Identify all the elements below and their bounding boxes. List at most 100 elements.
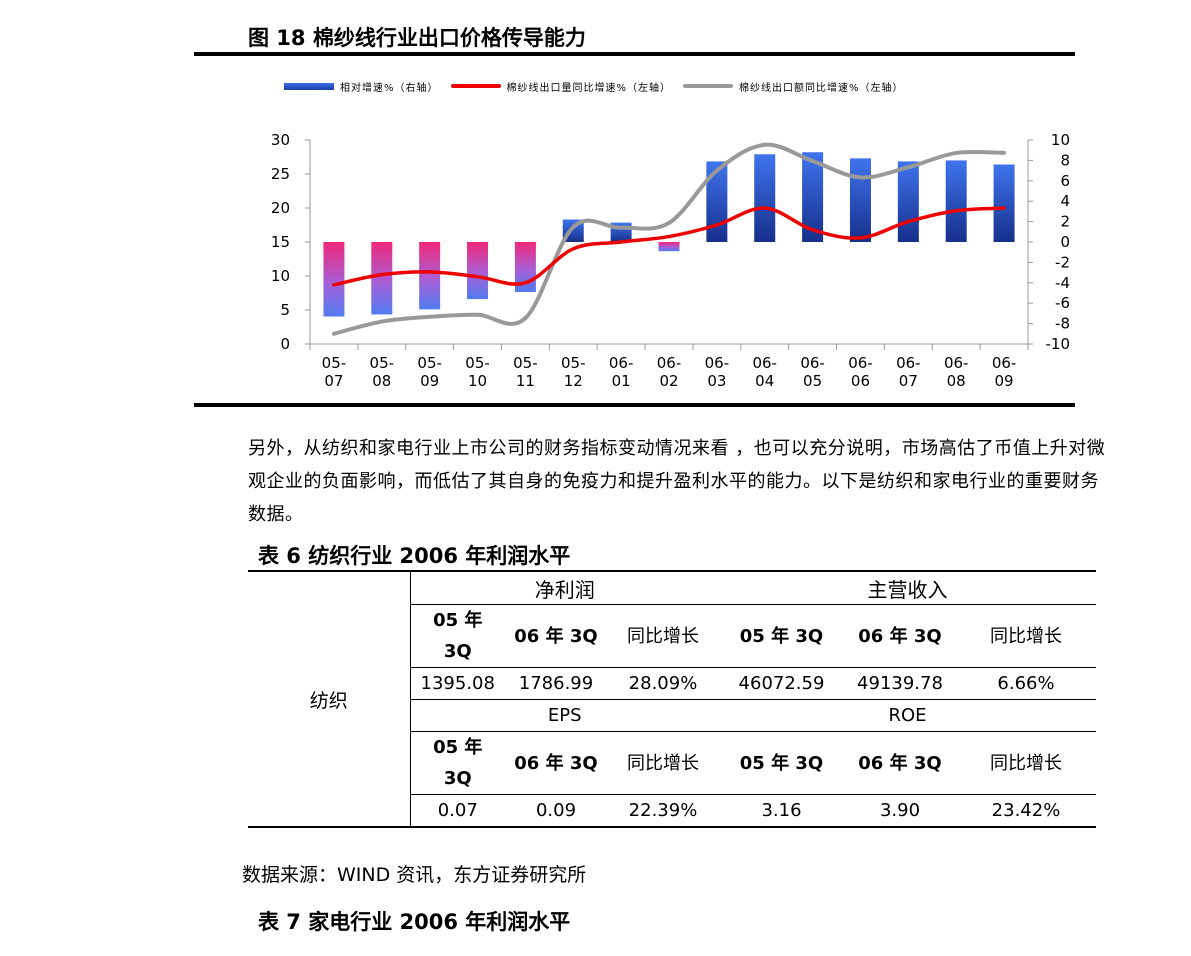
x-tick-label-top: 06- — [992, 354, 1017, 372]
x-tick-label-bottom: 03 — [707, 372, 726, 390]
table6-subheader-cell: 05 年 3Q — [719, 731, 844, 795]
figure-title: 图 18 棉纱线行业出口价格传导能力 — [248, 26, 586, 50]
table6-value-cell: 46072.59 — [719, 667, 844, 700]
x-tick-label-bottom: 07 — [324, 372, 343, 390]
table6-value-cell: 1786.99 — [505, 667, 607, 700]
table6-subheader-cell: 05 年 3Q — [409, 604, 505, 668]
table6-group-header-net-profit: 净利润 — [409, 570, 719, 605]
bar — [754, 154, 776, 242]
right-tick-label: -2 — [1055, 253, 1070, 271]
chart-legend: 相对增速%（右轴） 棉纱线出口量同比增速%（左轴） 棉纱线出口额同比增速%（左轴… — [284, 78, 916, 94]
bar — [945, 160, 967, 242]
right-tick-label: -8 — [1055, 315, 1070, 333]
table6-subheader-cell: 同比增长 — [956, 731, 1096, 795]
chart-axes — [305, 139, 1033, 350]
left-tick-label: 20 — [271, 199, 290, 217]
body-paragraph: 另外，从纺织和家电行业上市公司的财务指标变动情况来看 ，也可以充分说明，市场高估… — [248, 438, 1106, 525]
right-tick-label: 8 — [1060, 151, 1070, 169]
x-tick-label-bottom: 02 — [659, 372, 678, 390]
left-tick-label: 30 — [271, 131, 290, 149]
left-tick-label: 15 — [271, 233, 290, 251]
figure-top-rule — [194, 52, 1075, 56]
legend-swatch-gray-line — [683, 84, 734, 88]
table6-subheader-cell: 06 年 3Q — [505, 604, 607, 668]
legend-item-red-line: 棉纱线出口量同比增速%（左轴） — [450, 79, 672, 94]
chart-lines — [331, 142, 1007, 336]
x-tick-label-top: 06- — [896, 354, 921, 372]
right-tick-label: 10 — [1051, 131, 1070, 149]
bar — [419, 242, 441, 310]
legend-label-gray-line: 棉纱线出口额同比增速%（左轴） — [739, 82, 904, 94]
x-tick-label-top: 05- — [561, 354, 586, 372]
left-tick-label: 0 — [280, 335, 290, 353]
x-tick-label-bottom: 06 — [851, 372, 870, 390]
x-tick-label-top: 06- — [705, 354, 730, 372]
table6-value-cell: 22.39% — [607, 794, 719, 828]
bar — [371, 242, 393, 315]
left-tick-label: 25 — [271, 165, 290, 183]
x-tick-label-bottom: 08 — [947, 372, 966, 390]
table6-subheader-cell: 05 年 3Q — [409, 731, 505, 795]
left-tick-label: 5 — [280, 301, 290, 319]
table6-group-header-revenue: 主营收入 — [719, 570, 1096, 605]
table6-value-cell: 3.16 — [719, 794, 844, 828]
legend-swatch-bar — [284, 82, 334, 90]
right-tick-label: 2 — [1060, 213, 1070, 231]
table6-value-cell: 6.66% — [956, 667, 1096, 700]
x-tick-label-bottom: 10 — [468, 372, 487, 390]
table6-subheader-cell: 同比增长 — [956, 604, 1096, 668]
data-source-note: 数据来源：WIND 资讯，东方证券研究所 — [242, 864, 587, 886]
right-tick-label: 0 — [1060, 233, 1070, 251]
table6-subheader-cell: 同比增长 — [607, 731, 719, 795]
x-tick-label-top: 05- — [465, 354, 490, 372]
table6-value-cell: 49139.78 — [844, 667, 956, 700]
x-tick-label-top: 06- — [848, 354, 873, 372]
x-tick-label-top: 05- — [513, 354, 538, 372]
bar — [993, 164, 1015, 242]
bar — [467, 242, 489, 300]
x-tick-label-top: 06- — [609, 354, 634, 372]
chart-tick-labels: 051015202530-10-8-6-4-2024681005-0705-08… — [271, 131, 1070, 390]
x-tick-label-top: 05- — [370, 354, 395, 372]
x-tick-label-top: 06- — [657, 354, 682, 372]
x-tick-label-bottom: 05 — [803, 372, 822, 390]
x-tick-label-top: 06- — [800, 354, 825, 372]
bar — [323, 242, 345, 317]
x-tick-label-bottom: 01 — [612, 372, 631, 390]
x-tick-label-bottom: 04 — [755, 372, 774, 390]
table6-value-cell: 1395.08 — [409, 667, 505, 700]
right-tick-label: 4 — [1060, 192, 1070, 210]
right-tick-label: 6 — [1060, 172, 1070, 190]
bar — [802, 152, 824, 242]
legend-item-gray-line: 棉纱线出口额同比增速%（左轴） — [683, 79, 904, 94]
right-tick-label: -10 — [1046, 335, 1071, 353]
series-line-export-value — [331, 142, 1007, 336]
x-tick-label-bottom: 09 — [420, 372, 439, 390]
bar — [706, 161, 728, 242]
table6-value-cell: 28.09% — [607, 667, 719, 700]
legend-label-red-line: 棉纱线出口量同比增速%（左轴） — [506, 82, 672, 94]
x-tick-label-bottom: 12 — [564, 372, 583, 390]
table6-subheader-cell: 06 年 3Q — [844, 731, 956, 795]
table6-value-cell: 0.09 — [505, 794, 607, 828]
table6-subheader-cell: 06 年 3Q — [505, 731, 607, 795]
chart-bars — [323, 152, 1015, 317]
bar — [849, 158, 871, 242]
table6-subheader-cell: 同比增长 — [607, 604, 719, 668]
table6-row-label: 纺织 — [248, 570, 410, 828]
legend-label-bar: 相对增速%（右轴） — [340, 82, 439, 94]
chart-svg: 051015202530-10-8-6-4-2024681005-0705-08… — [271, 131, 1070, 390]
figure-bottom-rule — [194, 403, 1075, 407]
x-tick-label-top: 06- — [752, 354, 777, 372]
x-tick-label-bottom: 09 — [995, 372, 1014, 390]
table6-value-cell: 3.90 — [844, 794, 956, 828]
x-tick-label-bottom: 11 — [516, 372, 535, 390]
bar — [658, 242, 680, 252]
right-tick-label: -4 — [1055, 274, 1070, 292]
x-tick-label-bottom: 07 — [899, 372, 918, 390]
series-line-export-volume — [332, 206, 1006, 287]
table6-title: 表 6 纺织行业 2006 年利润水平 — [258, 544, 571, 568]
left-tick-label: 10 — [271, 267, 290, 285]
legend-swatch-red-line — [450, 84, 501, 88]
right-tick-label: -6 — [1055, 294, 1070, 312]
